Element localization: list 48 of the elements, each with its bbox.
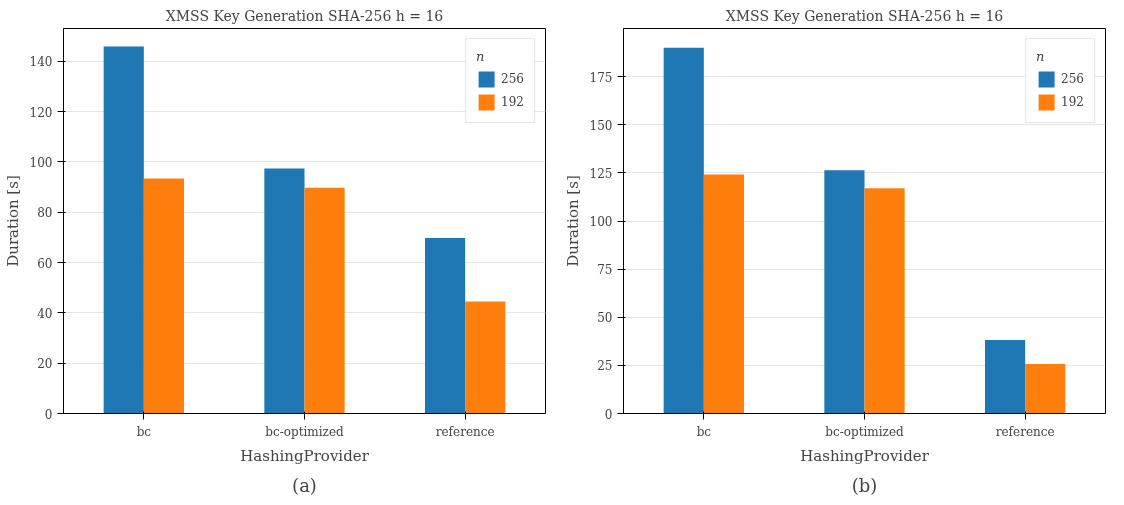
- legend-label: 192: [1061, 95, 1084, 109]
- y-tick-label: 25: [597, 359, 613, 374]
- bar: [824, 170, 865, 414]
- bar: [663, 47, 704, 414]
- y-tick-label: 140: [29, 55, 53, 70]
- y-axis-title: Duration [s]: [563, 175, 582, 267]
- legend-title: n: [1036, 49, 1046, 64]
- bar: [1025, 364, 1066, 414]
- y-axis-title: Duration [s]: [3, 175, 22, 267]
- y-tick-label: 75: [597, 263, 613, 278]
- text: (a): [292, 474, 317, 496]
- bar: [425, 238, 466, 414]
- y-tick-label: 0: [604, 407, 613, 422]
- y-tick-label: 80: [37, 206, 53, 221]
- legend-title: n: [476, 49, 486, 64]
- y-tick-label: 120: [29, 105, 53, 120]
- y-tick-label: 0: [44, 407, 53, 422]
- bar: [103, 46, 144, 414]
- legend-label: 256: [501, 72, 524, 86]
- chart-title: XMSS Key Generation SHA-256 h = 16: [725, 7, 1004, 24]
- y-tick-label: 175: [589, 70, 613, 85]
- bar: [143, 178, 184, 414]
- bar: [264, 168, 305, 414]
- y-tick-label: 40: [37, 306, 53, 321]
- x-tick-label: bc-optimized: [825, 424, 904, 439]
- legend-label: 256: [1061, 72, 1084, 86]
- y-tick-label: 150: [589, 118, 613, 133]
- y-tick-label: 60: [37, 256, 53, 271]
- x-axis-title: HashingProvider: [240, 446, 370, 465]
- x-tick-label: bc: [136, 424, 152, 439]
- chart-title: XMSS Key Generation SHA-256 h = 16: [165, 7, 444, 24]
- x-tick-label: bc-optimized: [265, 424, 344, 439]
- bar: [304, 187, 345, 414]
- bar: [864, 188, 905, 414]
- legend-label: 192: [501, 95, 524, 109]
- text: (b): [851, 474, 878, 496]
- x-tick-label: reference: [435, 424, 495, 439]
- x-tick-label: bc: [696, 424, 712, 439]
- bar: [985, 339, 1026, 414]
- y-tick-label: 50: [597, 311, 613, 326]
- x-axis-title: HashingProvider: [800, 446, 930, 465]
- y-tick-label: 125: [589, 166, 613, 181]
- y-tick-label: 100: [29, 155, 53, 170]
- y-tick-label: 100: [589, 215, 613, 229]
- bar: [465, 301, 506, 414]
- x-tick-label: reference: [995, 424, 1055, 439]
- y-tick-label: 20: [37, 357, 53, 372]
- bar: [703, 174, 744, 414]
